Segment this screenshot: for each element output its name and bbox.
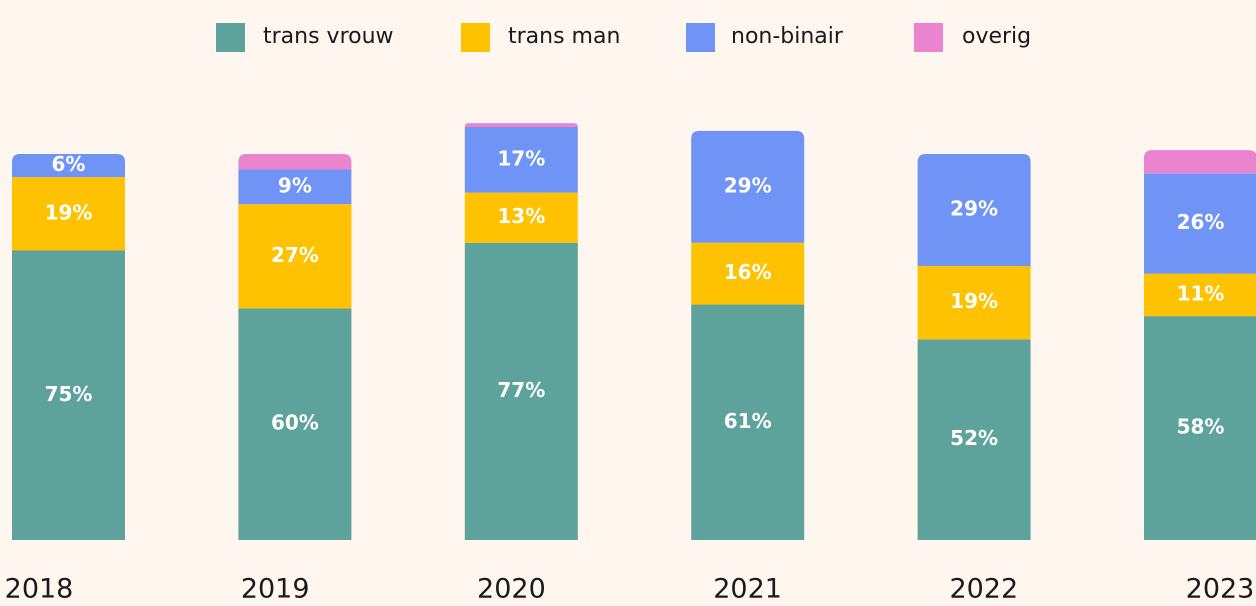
value-label: 13% [497,204,545,228]
value-label: 58% [1177,415,1225,439]
value-label: 19% [45,200,93,224]
value-label: 17% [497,146,545,170]
x-tick-label: 2019 [241,574,310,605]
bar-segment [238,169,352,205]
bar-segment [12,154,125,178]
value-label: 75% [45,382,93,406]
value-label: 52% [950,426,998,450]
x-tick-label: 2022 [949,574,1018,605]
value-label: 19% [950,289,998,313]
value-label: 61% [724,409,772,433]
bar-segment [917,154,1031,266]
bar-segment [238,308,352,540]
x-tick-label: 2020 [477,574,546,605]
bar-segment [464,123,578,127]
bar-segment [1144,173,1256,274]
value-label: 26% [1177,210,1225,234]
bar-segment [1144,316,1256,540]
legend-label: trans vrouw [263,24,394,49]
value-label: 29% [724,173,772,197]
legend-swatch [686,23,715,52]
x-tick-label: 2021 [713,574,782,605]
value-label: 9% [278,173,312,197]
legend-label: non-binair [731,24,844,49]
x-tick-label: 2018 [5,574,74,605]
value-label: 29% [950,196,998,220]
value-label: 27% [271,243,319,267]
bar-segment [917,339,1031,540]
bar-segment [691,130,805,243]
bar-segment [691,242,805,305]
bar-segment [238,154,352,170]
legend-swatch [461,23,490,52]
legend-label: trans man [508,24,620,49]
legend-swatch [914,23,943,52]
x-tick-label: 2023 [1186,574,1255,605]
bar-segment [1144,150,1256,174]
value-label: 77% [497,378,545,402]
value-label: 60% [271,411,319,435]
value-label: 11% [1177,281,1225,305]
value-label: 16% [724,260,772,284]
legend-swatch [216,23,245,52]
bar-segment [464,242,578,540]
bar-segment [12,250,125,540]
bar-segment [12,177,125,251]
legend-label: overig [962,24,1031,49]
bar-segment [917,265,1031,340]
bar-segment [1144,273,1256,317]
bar-segment [464,192,578,243]
bar-segment [464,126,578,193]
bar-segment [238,204,352,309]
bar-segment [691,304,805,540]
value-label: 6% [52,152,86,176]
